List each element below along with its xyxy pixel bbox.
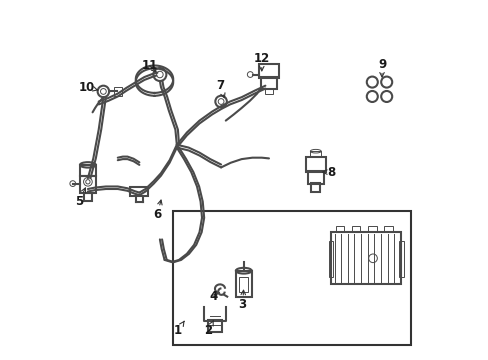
Bar — [239, 277, 247, 292]
Bar — [305, 157, 325, 172]
Text: 4: 4 — [209, 291, 218, 303]
Bar — [114, 87, 122, 96]
Bar — [384, 226, 392, 232]
Bar — [335, 226, 344, 232]
Bar — [130, 187, 148, 196]
Bar — [207, 320, 222, 332]
Bar — [310, 151, 321, 157]
Text: 1: 1 — [173, 321, 184, 337]
Text: 11: 11 — [142, 59, 158, 72]
Bar — [307, 171, 323, 184]
Text: 7: 7 — [216, 79, 224, 98]
Bar — [328, 241, 333, 277]
Bar — [311, 183, 320, 192]
Bar — [351, 226, 360, 232]
Bar — [80, 165, 96, 176]
Bar — [330, 232, 400, 284]
Text: 3: 3 — [238, 290, 246, 311]
Bar — [264, 88, 273, 94]
Text: 5: 5 — [75, 188, 85, 208]
Bar — [258, 64, 279, 78]
Bar — [367, 226, 376, 232]
Bar — [399, 241, 403, 277]
Bar — [261, 77, 276, 89]
Text: 9: 9 — [377, 58, 386, 77]
Text: 10: 10 — [79, 81, 98, 94]
Text: 2: 2 — [204, 321, 213, 337]
Text: 12: 12 — [253, 52, 269, 71]
Bar — [80, 176, 96, 193]
Text: 8: 8 — [322, 166, 335, 179]
Bar — [235, 271, 251, 297]
Text: 6: 6 — [153, 200, 162, 221]
Bar — [83, 193, 92, 201]
